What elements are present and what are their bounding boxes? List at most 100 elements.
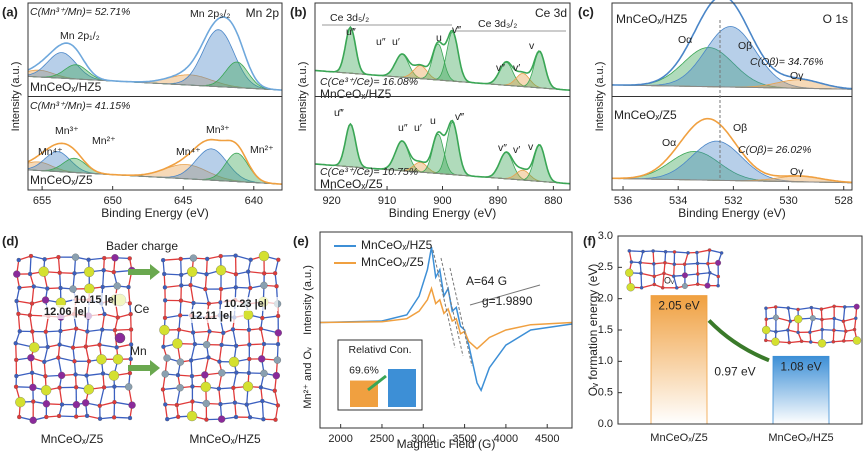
panel-label: (a) xyxy=(2,4,18,19)
bond xyxy=(189,285,195,304)
atom xyxy=(204,417,209,422)
x-tick-label: 650 xyxy=(103,195,121,207)
x-axis-label: Binding Energy (eV) xyxy=(101,206,208,220)
x-tick-label: 4000 xyxy=(494,433,518,445)
bond xyxy=(235,255,251,261)
atom xyxy=(115,315,120,320)
atom xyxy=(27,313,33,318)
annotation: Oβ xyxy=(738,40,752,52)
bond xyxy=(87,328,103,333)
atom xyxy=(202,399,210,408)
atom xyxy=(43,374,48,379)
x-tick-label: 910 xyxy=(378,195,396,207)
atom xyxy=(707,248,712,252)
atom xyxy=(86,359,92,364)
annotation: v′ xyxy=(513,62,520,74)
atom xyxy=(695,261,700,266)
atom xyxy=(190,399,195,404)
bond xyxy=(45,330,61,333)
bader-charge: 12.06 |e| xyxy=(44,306,87,318)
atom xyxy=(161,370,169,378)
atom xyxy=(42,257,47,262)
bond xyxy=(98,329,103,345)
atom xyxy=(820,327,824,332)
atom xyxy=(73,372,78,377)
atom xyxy=(244,402,249,407)
bond xyxy=(707,249,711,264)
atom xyxy=(108,370,120,381)
bond xyxy=(639,262,642,274)
y-tick-label: 0.0 xyxy=(598,418,613,430)
atom xyxy=(28,253,34,259)
atom xyxy=(13,270,21,278)
bond xyxy=(262,400,279,407)
bond xyxy=(15,287,21,302)
bond xyxy=(58,357,75,362)
atom xyxy=(85,329,90,334)
bond xyxy=(85,331,88,347)
atom xyxy=(230,327,236,332)
x-axis-label: Binding Energy (eV) xyxy=(389,206,496,220)
bond xyxy=(789,340,802,344)
atom xyxy=(204,272,209,277)
bond xyxy=(31,372,46,377)
bond xyxy=(29,315,33,332)
annotation: u xyxy=(436,32,442,44)
bond xyxy=(57,257,61,273)
atom xyxy=(162,315,168,321)
atom xyxy=(774,330,778,334)
atom xyxy=(112,400,117,405)
atom xyxy=(696,272,700,276)
atom xyxy=(74,385,79,390)
bond xyxy=(232,329,237,346)
atom xyxy=(59,402,65,407)
atom xyxy=(221,330,226,335)
atom xyxy=(190,330,196,335)
x-tick-label: 920 xyxy=(322,195,340,207)
diagram-title: Bader charge xyxy=(106,239,178,253)
bond xyxy=(775,329,788,333)
bond xyxy=(59,272,62,288)
atom xyxy=(217,415,226,423)
atom xyxy=(188,358,194,363)
atom xyxy=(832,316,836,321)
sample-label: MnCeOₓ/Z5 xyxy=(320,177,383,191)
atom xyxy=(31,399,36,404)
atom xyxy=(70,345,76,350)
atom xyxy=(201,371,209,379)
legend-label: Mn xyxy=(130,344,147,358)
atom xyxy=(111,254,119,262)
annotation: v″ xyxy=(498,142,507,154)
x-tick-label: 536 xyxy=(614,195,632,207)
bond xyxy=(673,264,675,277)
atom xyxy=(111,269,116,275)
atom xyxy=(788,319,793,323)
x-axis-label: Magnetic Field (G) xyxy=(397,437,496,451)
atom xyxy=(16,311,21,317)
atom xyxy=(128,356,133,362)
bond xyxy=(127,287,131,304)
atom xyxy=(216,386,222,391)
atom xyxy=(652,262,656,266)
bond xyxy=(190,343,196,361)
atom xyxy=(176,414,181,419)
atom xyxy=(672,262,677,266)
x-tick-label: MnCeOₓ/Z5 xyxy=(650,432,707,444)
bond xyxy=(179,300,182,316)
y-tick-label: 2.0 xyxy=(598,293,613,305)
atom xyxy=(13,384,19,389)
panel-label: (b) xyxy=(290,4,307,19)
atom xyxy=(29,416,37,424)
bond xyxy=(60,327,77,332)
atom xyxy=(660,285,665,290)
y-axis-label: Intensity (a.u.) xyxy=(594,62,606,132)
annotation: C(Oβ)= 34.76% xyxy=(750,56,823,68)
bond xyxy=(29,273,35,287)
atom xyxy=(260,315,265,321)
annotation: C(Ce³⁺/Ce)= 16.08% xyxy=(320,76,418,88)
inset-arrow xyxy=(367,374,387,392)
series-line xyxy=(319,246,573,393)
bond xyxy=(58,330,62,345)
bond xyxy=(86,372,104,377)
atom xyxy=(716,274,721,279)
